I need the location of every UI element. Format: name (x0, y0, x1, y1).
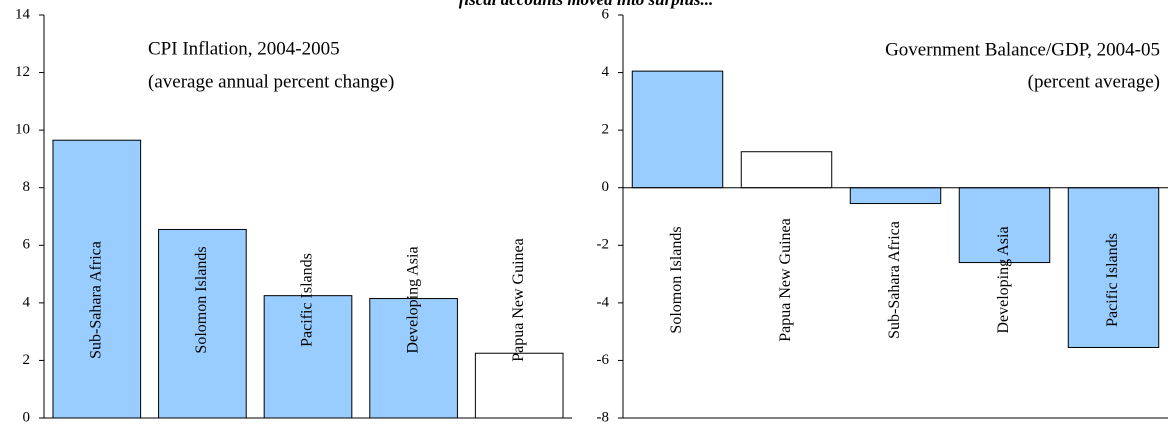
bar (474, 352, 564, 419)
annotation: Government Balance/GDP, 2004-05 (885, 39, 1160, 60)
bar (158, 228, 247, 419)
y-tick-label: 2 (23, 352, 31, 368)
category-label: Pacific Islands (1104, 233, 1121, 327)
bar (369, 298, 458, 419)
bar (1067, 187, 1160, 348)
bar (52, 139, 142, 419)
y-tick-label: 12 (15, 64, 30, 80)
category-label: Developing Asia (404, 246, 421, 353)
annotation: (average annual percent change) (148, 71, 394, 92)
bar (849, 187, 942, 205)
category-label: Developing Asia (995, 226, 1012, 333)
annotation: (percent average) (1028, 71, 1160, 92)
y-tick-label: 10 (15, 122, 30, 138)
y-tick-label: -2 (597, 237, 610, 253)
y-tick-label: 4 (602, 64, 610, 80)
bar (631, 70, 724, 189)
y-tick-label: 6 (23, 237, 31, 253)
category-label: Sub-Sahara Africa (87, 241, 104, 359)
y-tick-label: 0 (602, 179, 610, 195)
y-tick-label: 14 (15, 6, 31, 22)
page-title: fiscal accounts moved into surplus... (459, 0, 714, 9)
y-tick-label: -4 (597, 294, 610, 310)
bar (263, 295, 353, 419)
category-label: Solomon Islands (668, 226, 685, 333)
category-label: Solomon Islands (193, 246, 210, 353)
y-tick-label: 0 (23, 409, 31, 425)
y-tick-label: -6 (597, 352, 610, 368)
annotation: CPI Inflation, 2004-2005 (148, 38, 340, 59)
y-tick-label: 8 (23, 179, 31, 195)
y-tick-label: 2 (602, 122, 610, 138)
category-label: Papua New Guinea (777, 218, 794, 342)
bar (740, 151, 833, 189)
category-label: Papua New Guinea (510, 238, 527, 362)
bar (958, 187, 1051, 264)
y-tick-label: -8 (597, 409, 610, 425)
y-tick-label: 6 (602, 6, 610, 22)
category-label: Pacific Islands (299, 253, 316, 347)
y-tick-label: 4 (23, 294, 31, 310)
category-label: Sub-Sahara Africa (886, 221, 903, 339)
